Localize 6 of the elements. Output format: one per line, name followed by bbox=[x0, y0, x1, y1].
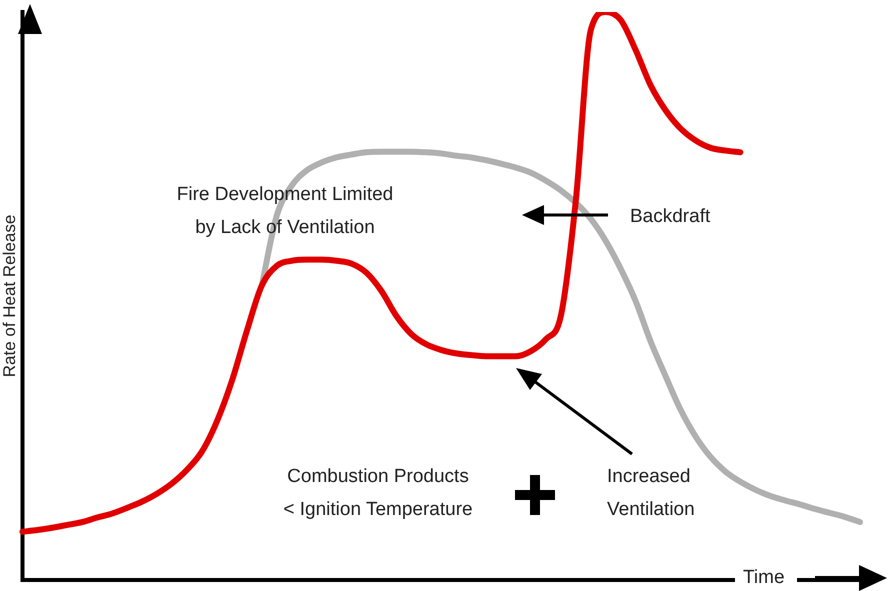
x-axis-title: Time bbox=[735, 561, 797, 591]
y-axis-title: Rate of Heat Release bbox=[0, 214, 19, 378]
annotation: Fire Development Limited by Lack of Ventilation bbox=[176, 183, 394, 240]
annotation: Combustion Products < Ignition Temperature bbox=[282, 465, 474, 522]
annotation: Backdraft bbox=[630, 205, 710, 229]
annotation: Increased Ventilation bbox=[607, 465, 695, 522]
